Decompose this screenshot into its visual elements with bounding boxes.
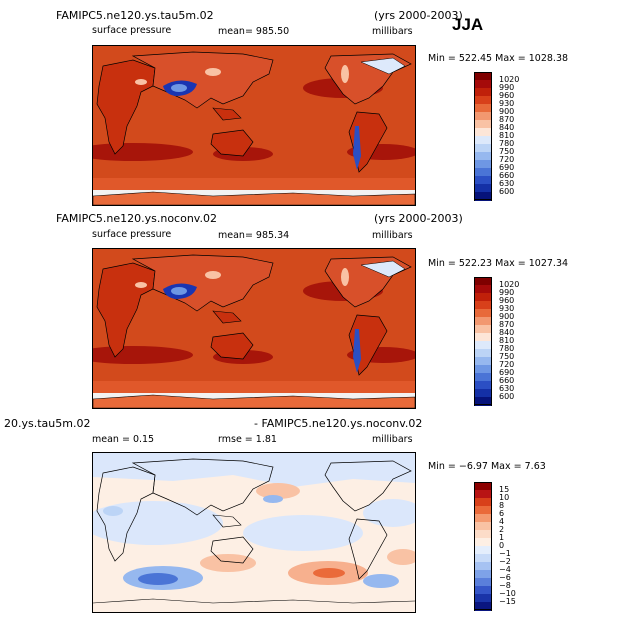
panel3-title-left: 20.ys.tau5m.02 xyxy=(4,417,91,430)
panel3-units: millibars xyxy=(372,434,413,445)
colorbar-tick-label: −1 xyxy=(499,549,511,558)
colorbar-tick-label: 930 xyxy=(499,304,515,313)
colorbar-tick-label: 960 xyxy=(499,296,515,305)
colorbar-tick-label: 720 xyxy=(499,360,515,369)
colorbar-tick-label: 930 xyxy=(499,99,515,108)
colorbar-tick-label: 1020 xyxy=(499,280,520,289)
colorbar-tick-label: 750 xyxy=(499,352,515,361)
colorbar-tick-label: 8 xyxy=(499,501,505,510)
colorbar-tick-label: 6 xyxy=(499,509,505,518)
colorbar-tick-label: −15 xyxy=(499,597,516,606)
panel3-mean: mean = 0.15 xyxy=(92,434,155,445)
colorbar-tick-label: 1 xyxy=(499,533,505,542)
colorbar-tick-label: 0 xyxy=(499,541,505,550)
colorbar-tick-label: 810 xyxy=(499,336,515,345)
colorbar-tick-label: 690 xyxy=(499,368,515,377)
panel1-map xyxy=(92,45,416,206)
panel2-title-right: (yrs 2000-2003) xyxy=(374,212,463,225)
colorbar-tick-label: 810 xyxy=(499,131,515,140)
panel1-minmax: Min = 522.45 Max = 1028.38 xyxy=(428,53,569,64)
panel3-title-right: - FAMIPC5.ne120.ys.noconv.02 xyxy=(254,417,423,430)
colorbar-frame xyxy=(474,72,492,200)
panel3-rmse: rmse = 1.81 xyxy=(218,434,277,445)
colorbar-tick-label: 840 xyxy=(499,328,515,337)
colorbar-tick-label: 870 xyxy=(499,115,515,124)
colorbar-frame xyxy=(474,277,492,405)
panel2-mean: mean= 985.34 xyxy=(218,230,290,241)
colorbar-tick-label: −4 xyxy=(499,565,511,574)
panel3-map xyxy=(92,452,416,613)
colorbar-tick-label: 840 xyxy=(499,123,515,132)
panel1-units: millibars xyxy=(372,26,413,37)
panel2-title-left: FAMIPC5.ne120.ys.noconv.02 xyxy=(56,212,217,225)
colorbar-tick-label: 780 xyxy=(499,344,515,353)
colorbar-tick-label: −6 xyxy=(499,573,511,582)
colorbar-tick-label: 990 xyxy=(499,83,515,92)
colorbar-tick-label: 720 xyxy=(499,155,515,164)
colorbar-tick-label: 750 xyxy=(499,147,515,156)
panel2-variable: surface pressure xyxy=(92,229,172,240)
colorbar-frame xyxy=(474,482,492,610)
panel1-mean: mean= 985.50 xyxy=(218,26,290,37)
colorbar-tick-label: 10 xyxy=(499,493,510,502)
colorbar-tick-label: 690 xyxy=(499,163,515,172)
colorbar-tick-label: 900 xyxy=(499,107,515,116)
panel1-variable: surface pressure xyxy=(92,25,172,36)
panel3-colorbar: 15 10 8 6 4 2 1 0 −1 −2 −4 −6 −8 −10 −15 xyxy=(474,482,534,611)
panel2-colorbar: 1020 990 960 930 900 870 840 810 780 750 720 690 660… xyxy=(474,277,534,406)
panel2-minmax: Min = 522.23 Max = 1027.34 xyxy=(428,258,569,269)
colorbar-tick-label: 2 xyxy=(499,525,505,534)
season-label: JJA xyxy=(452,15,484,34)
colorbar-tick-label: 630 xyxy=(499,179,515,188)
colorbar-tick-label: 630 xyxy=(499,384,515,393)
panel2-units: millibars xyxy=(372,230,413,241)
colorbar-tick-label: 780 xyxy=(499,139,515,148)
colorbar-tick-label: 4 xyxy=(499,517,505,526)
colorbar-tick-label: 1020 xyxy=(499,75,520,84)
colorbar-tick-label: 870 xyxy=(499,320,515,329)
colorbar-tick-label: 900 xyxy=(499,312,515,321)
panel1-title-right: (yrs 2000-2003) xyxy=(374,9,463,22)
colorbar-tick-label: −10 xyxy=(499,589,516,598)
panel1-colorbar: 1020 990 960 930 900 870 840 810 780 750 720 690 660… xyxy=(474,72,534,201)
panel2-map xyxy=(92,248,416,409)
colorbar-tick-label: −2 xyxy=(499,557,511,566)
colorbar-tick-label: 15 xyxy=(499,485,510,494)
colorbar-tick-label: 600 xyxy=(499,392,515,401)
colorbar-tick-label: 600 xyxy=(499,187,515,196)
colorbar-tick-label: 660 xyxy=(499,171,515,180)
colorbar-tick-label: 660 xyxy=(499,376,515,385)
colorbar-tick-label: 990 xyxy=(499,288,515,297)
colorbar-tick-label: −8 xyxy=(499,581,511,590)
panel3-minmax: Min = −6.97 Max = 7.63 xyxy=(428,461,546,472)
panel1-title-left: FAMIPC5.ne120.ys.tau5m.02 xyxy=(56,9,214,22)
colorbar-tick-label: 960 xyxy=(499,91,515,100)
